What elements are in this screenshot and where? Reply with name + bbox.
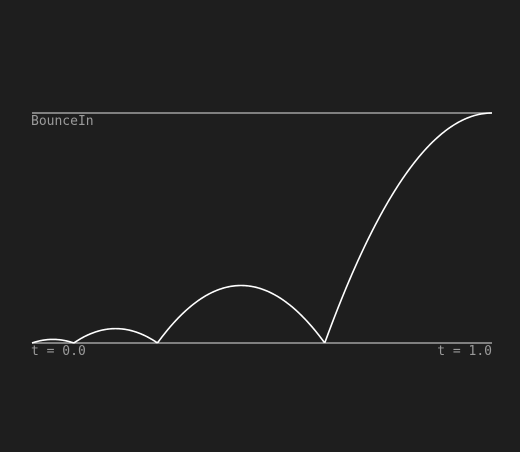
- bounce-in-curve: [31, 112, 493, 344]
- t-end-label: t = 1.0: [437, 344, 492, 359]
- curve-name-label: BounceIn: [31, 114, 94, 129]
- t-start-label: t = 0.0: [31, 344, 86, 359]
